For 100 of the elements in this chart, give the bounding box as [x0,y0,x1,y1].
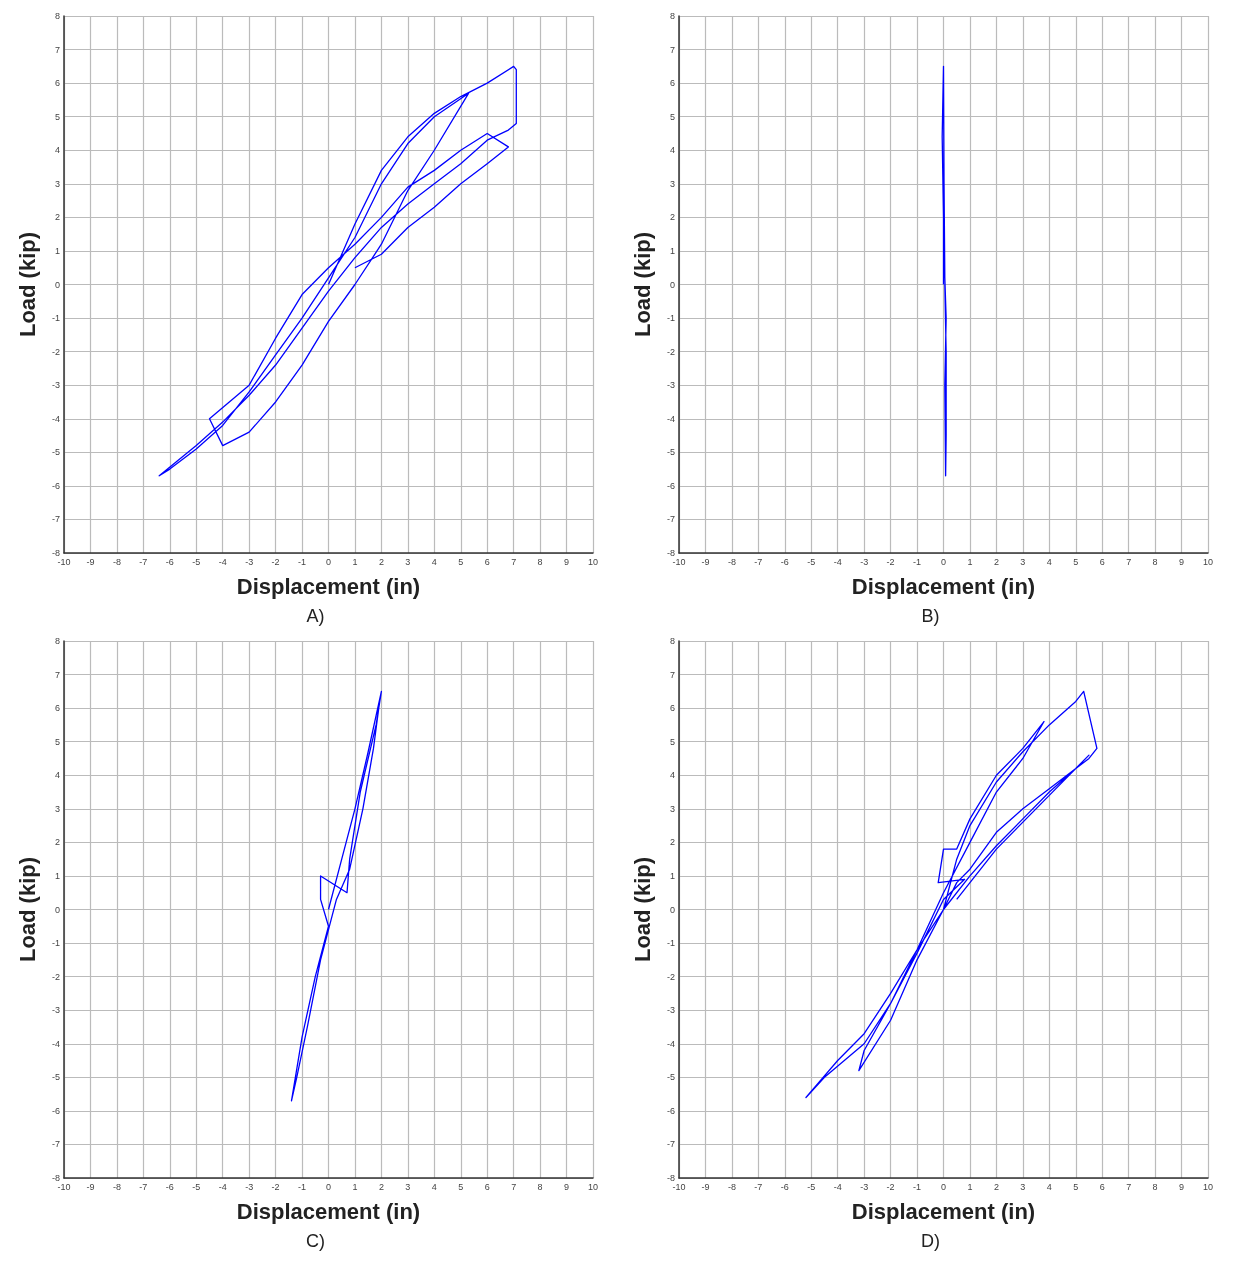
x-tick-label: -8 [727,556,736,567]
y-tick-label: 8 [669,11,675,21]
x-tick-label: 7 [1126,1181,1132,1192]
x-tick-label: 10 [587,1181,599,1192]
y-tick-label: -7 [51,1139,60,1150]
x-tick-label: 1 [352,1181,358,1192]
y-tick-label: -8 [666,1173,675,1183]
x-tick-label: 1 [352,556,358,567]
x-tick-label: 7 [511,556,517,567]
y-tick-label: -2 [666,346,675,357]
x-tick-label: -6 [780,556,789,567]
x-axis-title: Displacement (in) [236,1198,421,1224]
x-tick-label: -2 [886,556,895,567]
y-tick-label: 7 [669,44,675,55]
y-tick-label: -7 [666,1139,675,1150]
y-tick-label: -8 [51,1173,60,1183]
x-tick-label: 4 [431,556,437,567]
x-tick-label: 2 [378,1181,384,1192]
x-tick-label: -2 [886,1181,895,1192]
y-tick-label: -8 [666,548,675,558]
x-tick-label: -10 [672,556,686,567]
x-tick-label: 0 [940,1181,947,1192]
line-series [158,65,517,477]
y-tick-label: 7 [669,669,675,680]
x-tick-label: 4 [1046,1181,1052,1192]
x-tick-label: -2 [271,556,280,567]
y-tick-label: -1 [51,938,60,949]
y-tick-label: 5 [54,736,60,747]
y-tick-label: -5 [51,447,60,458]
x-tick-label: 2 [993,1181,999,1192]
y-tick-label: -7 [666,514,675,525]
y-tick-label: -3 [51,380,60,391]
text: B) [921,606,940,626]
x-tick-label: -5 [807,1181,816,1192]
y-tick-label: 1 [669,870,675,881]
x-tick-label: -3 [860,556,869,567]
y-tick-label: 5 [669,736,675,747]
y-tick-label: -1 [666,313,675,324]
x-tick-label: -7 [139,556,148,567]
y-tick-label: 8 [669,636,675,646]
x-tick-label: -9 [86,1181,95,1192]
x-tick-label: -5 [807,556,816,567]
y-tick-label: 4 [54,770,60,781]
x-tick-label: 5 [458,556,464,567]
y-tick-label: -3 [666,1005,675,1016]
y-tick-label: -3 [666,380,675,391]
y-tick-label: 8 [54,636,60,646]
y-tick-label: 1 [669,245,675,256]
x-tick-label: -7 [139,1181,148,1192]
x-tick-label: -5 [192,556,201,567]
y-axis-title: Load (kip) [14,231,40,338]
x-tick-label: -3 [245,556,254,567]
x-tick-label: -8 [727,1181,736,1192]
x-tick-label: -10 [57,1181,71,1192]
y-tick-label: 6 [54,78,60,89]
x-axis-title: Displacement (in) [851,1198,1036,1224]
x-tick-label: 3 [1020,556,1026,567]
y-tick-label: -5 [666,447,675,458]
x-tick-label: 1 [967,1181,973,1192]
x-tick-label: -10 [57,556,71,567]
x-tick-label: 5 [1073,556,1079,567]
x-tick-label: -4 [218,1181,227,1192]
y-tick-label: 4 [54,145,60,156]
x-tick-label: -10 [672,1181,686,1192]
y-tick-label: -4 [666,1038,675,1049]
y-tick-label: 4 [669,770,675,781]
x-tick-label: 4 [431,1181,437,1192]
x-tick-label: 3 [405,556,411,567]
x-tick-label: -8 [112,1181,121,1192]
x-tick-label: 6 [484,556,490,567]
x-tick-label: 9 [1179,556,1185,567]
x-tick-label: -6 [165,1181,174,1192]
line-series [805,690,1098,1099]
x-tick-label: 6 [1099,1181,1105,1192]
y-tick-label: -6 [666,480,675,491]
y-tick-label: 6 [669,78,675,89]
y-tick-label: 3 [54,178,60,189]
x-tick-label: 8 [1152,1181,1158,1192]
x-tick-label: -7 [754,556,763,567]
y-tick-label: 4 [669,145,675,156]
x-tick-label: 1 [967,556,973,567]
y-tick-label: -5 [51,1072,60,1083]
y-tick-label: 2 [669,837,675,848]
y-tick-label: -5 [666,1072,675,1083]
x-axis-title: Displacement (in) [851,573,1036,599]
x-tick-label: 8 [537,556,543,567]
y-tick-label: -6 [51,480,60,491]
y-tick-label: -7 [51,514,60,525]
x-tick-label: 8 [1152,556,1158,567]
text: A) [306,606,325,626]
line-series [941,65,947,477]
x-tick-label: -9 [701,556,710,567]
y-tick-label: -2 [666,971,675,982]
y-tick-label: -4 [51,1038,60,1049]
x-tick-label: -3 [245,1181,254,1192]
y-tick-label: -1 [666,938,675,949]
x-tick-label: -6 [780,1181,789,1192]
x-tick-label: -9 [701,1181,710,1192]
line-series [290,690,383,1102]
y-tick-label: 3 [669,803,675,814]
